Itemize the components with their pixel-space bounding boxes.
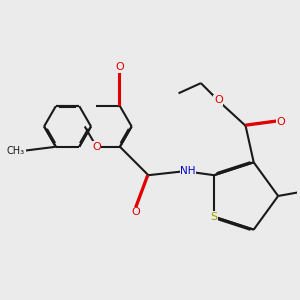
Text: O: O <box>276 117 285 127</box>
Text: O: O <box>132 207 140 217</box>
Text: O: O <box>92 142 101 152</box>
Text: CH₃: CH₃ <box>7 146 25 156</box>
Text: O: O <box>214 95 223 106</box>
Text: O: O <box>116 62 124 72</box>
Text: S: S <box>211 212 218 222</box>
Text: NH: NH <box>180 166 196 176</box>
